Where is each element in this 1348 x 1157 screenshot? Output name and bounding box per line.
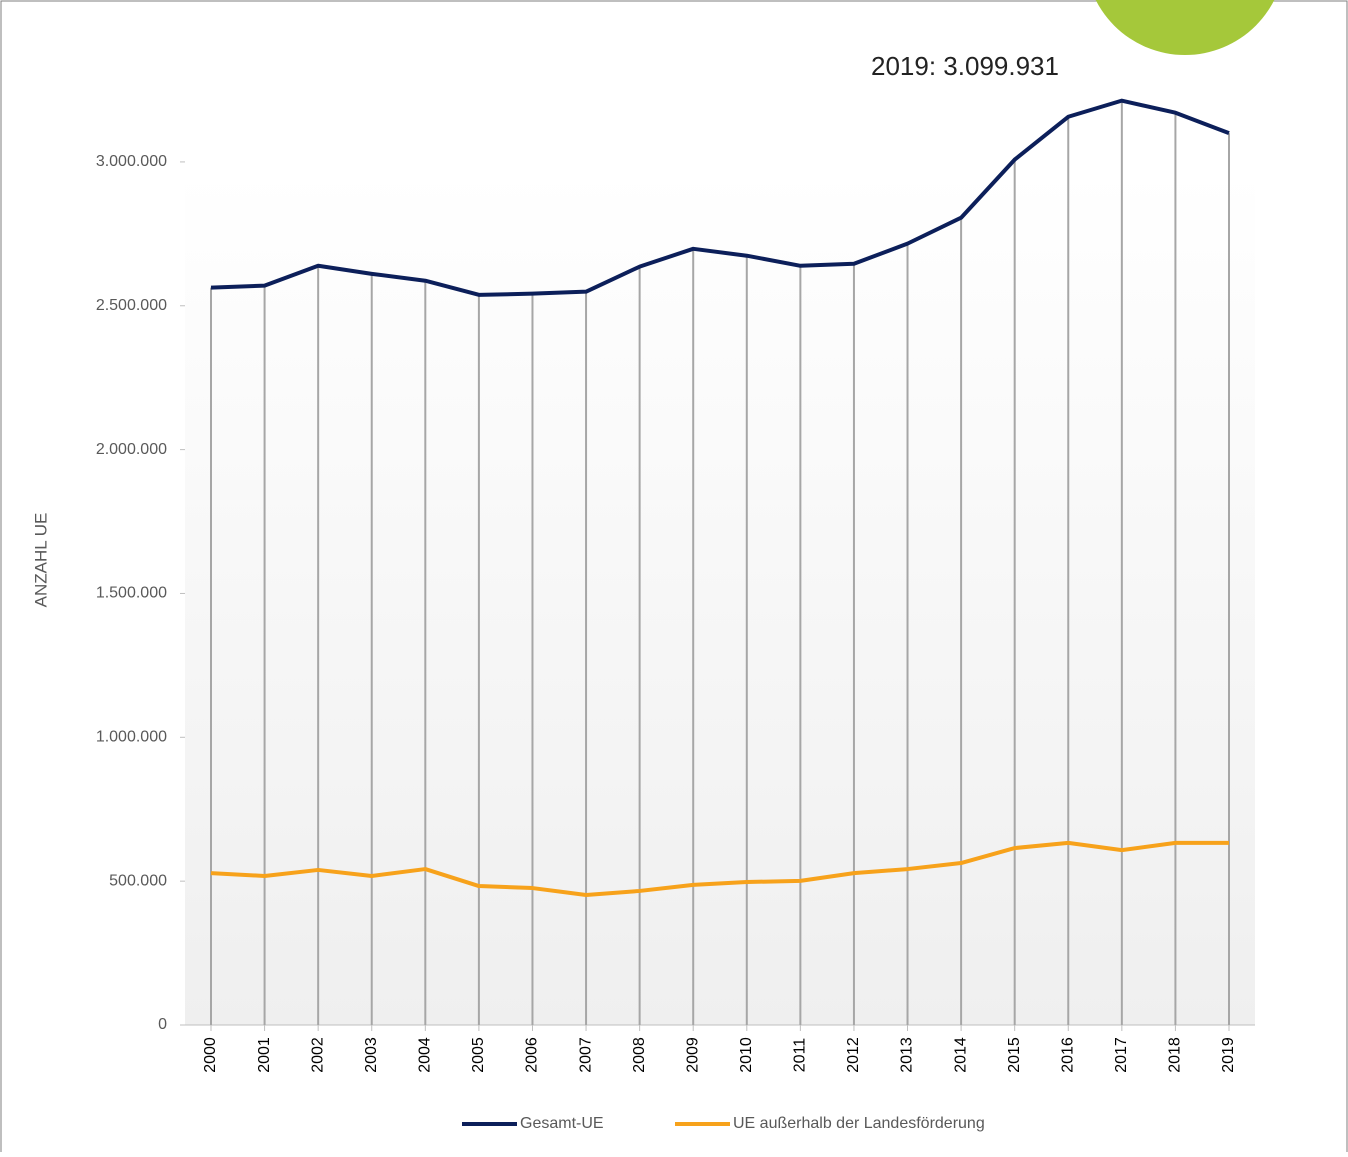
y-tick-label: 2.000.000 [96, 441, 167, 458]
decor-circle [1085, 0, 1285, 55]
y-tick-label: 500.000 [109, 872, 167, 889]
x-tick-label: 2004 [417, 1037, 434, 1073]
plot-bg [185, 170, 1255, 1025]
x-tick-label: 2005 [470, 1037, 487, 1073]
y-tick-label: 1.000.000 [96, 729, 167, 746]
y-axis-title: ANZAHL UE [31, 513, 50, 608]
y-tick-label: 0 [158, 1016, 167, 1033]
x-tick-label: 2012 [845, 1037, 862, 1073]
x-tick-label: 2015 [1006, 1037, 1023, 1073]
x-tick-label: 2006 [524, 1037, 541, 1073]
x-tick-label: 2011 [792, 1038, 809, 1073]
x-tick-label: 2018 [1167, 1037, 1184, 1073]
x-tick-label: 2009 [684, 1037, 701, 1073]
x-tick-label: 2003 [363, 1037, 380, 1073]
x-tick-label: 2013 [899, 1037, 916, 1073]
x-tick-label: 2008 [631, 1037, 648, 1073]
x-tick-label: 2001 [256, 1037, 273, 1073]
annotation: 2019: 3.099.931 [871, 51, 1059, 81]
x-tick-label: 2014 [952, 1037, 969, 1073]
y-tick-label: 1.500.000 [96, 585, 167, 602]
chart: 2019: 3.099.931 ANZAHL UE 0 500.000 1.000.… [0, 0, 1348, 1152]
x-tick-label: 2002 [309, 1037, 326, 1073]
x-tick-label: 2010 [738, 1037, 755, 1073]
y-tick-label: 2.500.000 [96, 297, 167, 314]
x-tick-label: 2000 [202, 1037, 219, 1073]
x-tick-label: 2017 [1113, 1037, 1130, 1073]
x-tick-label: 2016 [1059, 1037, 1076, 1073]
y-tick-label: 3.000.000 [96, 153, 167, 170]
x-tick-label: 2007 [577, 1037, 594, 1073]
x-tick-label: 2019 [1220, 1037, 1237, 1073]
legend-label: UE außerhalb der Landesförderung [733, 1115, 985, 1132]
legend-label: Gesamt-UE [520, 1115, 604, 1132]
